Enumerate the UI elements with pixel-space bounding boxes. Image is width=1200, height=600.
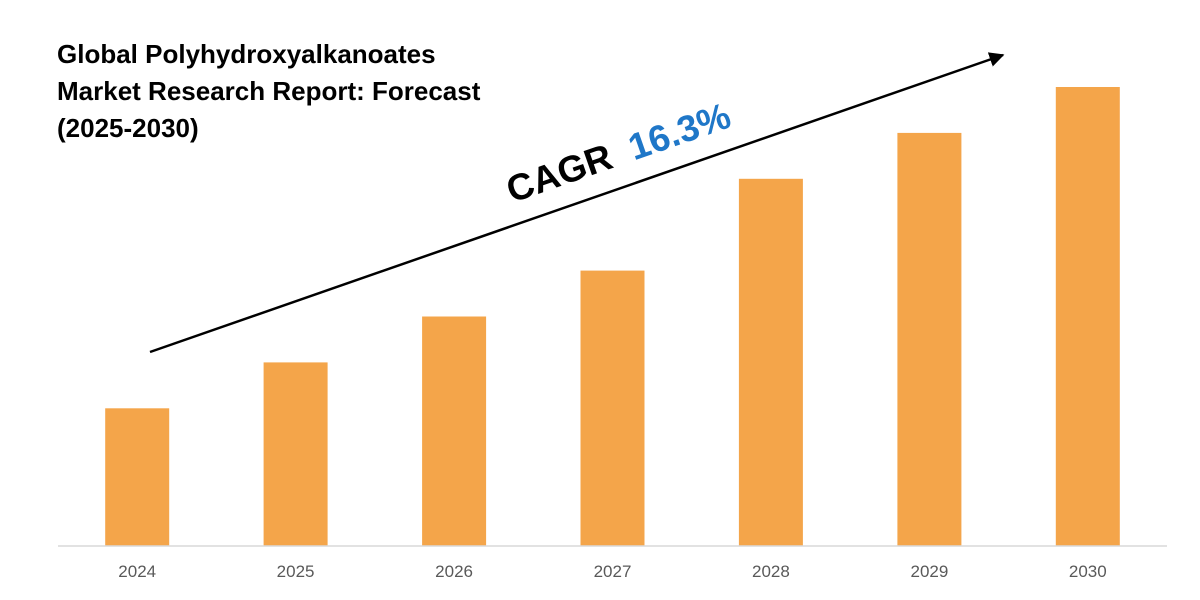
bar-2027 — [580, 270, 645, 546]
chart-title-line-3: (2025-2030) — [57, 113, 199, 143]
x-tick-label-2025: 2025 — [277, 562, 315, 581]
x-tick-label-2027: 2027 — [594, 562, 632, 581]
bar-2030 — [1055, 87, 1120, 546]
cagr-annotation: CAGR 16.3% — [501, 95, 736, 211]
x-tick-labels: 2024 2025 2026 2027 2028 2029 2030 — [118, 562, 1106, 581]
bar-2028 — [738, 178, 803, 547]
bar-2025 — [263, 362, 328, 546]
cagr-value: 16.3% — [623, 95, 736, 168]
chart-title-line-1: Global Polyhydroxyalkanoates — [57, 39, 436, 69]
trend-arrow — [149, 52, 1005, 354]
x-tick-label-2026: 2026 — [435, 562, 473, 581]
chart-title: Global Polyhydroxyalkanoates Market Rese… — [57, 36, 577, 147]
x-tick-label-2030: 2030 — [1069, 562, 1107, 581]
cagr-label: CAGR — [501, 136, 617, 211]
bar-2026 — [422, 316, 487, 546]
bar-2029 — [897, 132, 962, 546]
x-tick-label-2024: 2024 — [118, 562, 156, 581]
bar-2024 — [105, 408, 170, 546]
chart-title-line-2: Market Research Report: Forecast — [57, 76, 481, 106]
bars-group — [105, 87, 1120, 547]
x-tick-label-2029: 2029 — [910, 562, 948, 581]
x-tick-label-2028: 2028 — [752, 562, 790, 581]
